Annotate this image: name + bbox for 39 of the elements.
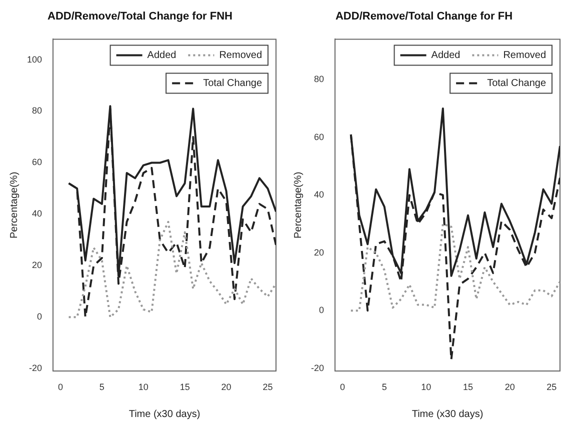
y-tick-label: 0 [318, 305, 324, 316]
x-tick-label: 10 [421, 382, 432, 392]
line-series [68, 220, 276, 318]
legend-label: Total Change [487, 78, 546, 89]
x-tick-label: 25 [546, 382, 557, 392]
y-tick-label: 20 [32, 260, 42, 270]
y-tick-label: 100 [26, 54, 42, 64]
y-tick-label: 80 [32, 106, 42, 116]
y-tick-label: -20 [310, 362, 324, 373]
y-tick-label: 40 [32, 208, 42, 219]
chart-title: ADD/Remove/Total Change for FNH [48, 10, 233, 23]
x-tick-label: 15 [462, 382, 474, 392]
x-tick-label: 20 [504, 382, 515, 392]
legend-label: Added [147, 50, 176, 61]
y-tick-label: 40 [314, 190, 324, 200]
legend-label: Removed [503, 50, 546, 61]
x-axis-title: Time (x30 days) [128, 408, 200, 420]
legend-label: Added [431, 50, 460, 61]
line-series [350, 222, 560, 312]
x-tick-label: 10 [138, 382, 148, 392]
x-tick-label: 20 [221, 382, 232, 392]
x-tick-label: 25 [262, 382, 273, 392]
y-tick-label: 20 [314, 247, 324, 258]
y-tick-label: 80 [314, 74, 324, 84]
x-tick-label: 5 [382, 382, 387, 392]
legend-label: Total Change [203, 78, 262, 89]
x-tick-label: 0 [340, 382, 346, 392]
x-tick-label: 0 [58, 382, 63, 392]
y-axis-title: Percentage(%) [8, 172, 20, 239]
legend-label: Removed [219, 50, 262, 61]
y-axis-title: Percentage(%) [292, 172, 304, 239]
y-tick-label: 0 [37, 312, 42, 322]
y-tick-label: 60 [32, 157, 42, 168]
chart-title: ADD/Remove/Total Change for FH [335, 10, 513, 23]
x-tick-label: 15 [180, 382, 190, 392]
y-tick-label: 60 [314, 132, 324, 142]
y-tick-label: -20 [29, 363, 42, 374]
x-tick-label: 5 [99, 382, 104, 392]
x-axis-title: Time (x30 days) [412, 408, 484, 420]
